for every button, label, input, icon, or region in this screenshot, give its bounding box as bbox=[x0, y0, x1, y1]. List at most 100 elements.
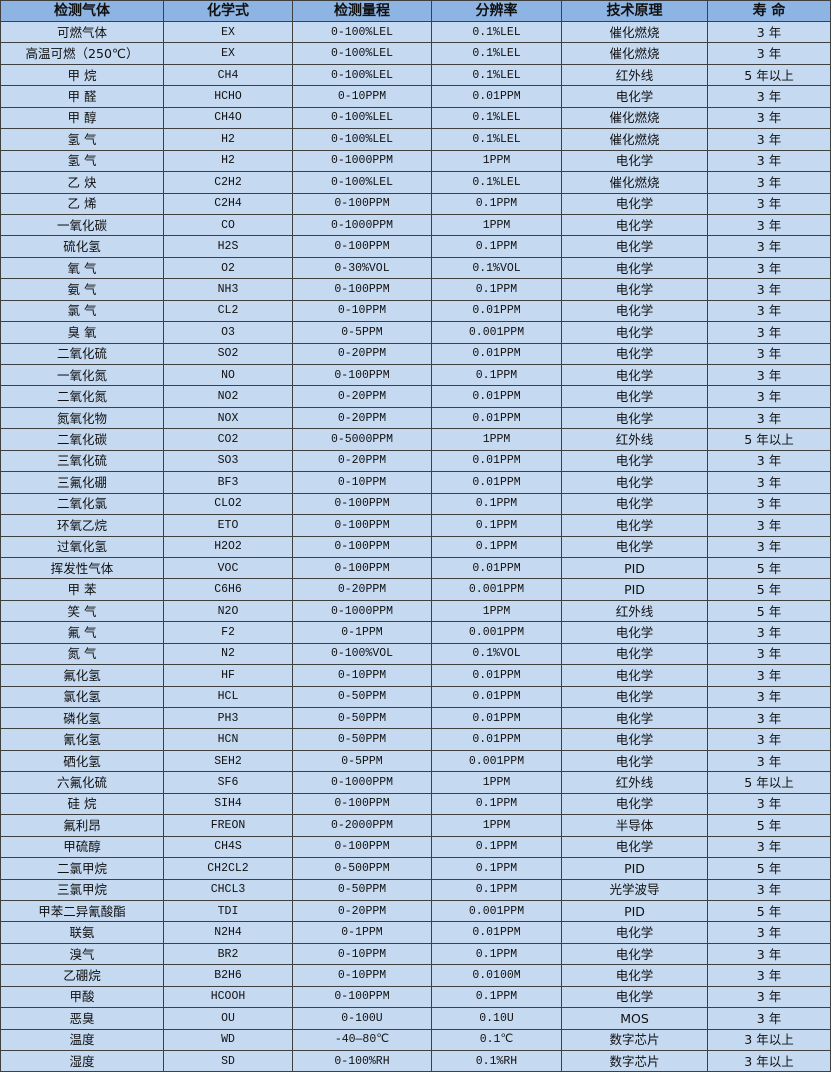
cell-resolution: 0.01PPM bbox=[431, 406, 562, 430]
table-row: 乙 炔 C2H2 0-100%LEL 0.1%LEL 催化燃烧 3 年 bbox=[0, 171, 831, 194]
cell-principle: 电化学 bbox=[561, 642, 708, 666]
header-principle: 技术原理 bbox=[561, 0, 708, 22]
cell-range: 0-20PPM bbox=[292, 385, 432, 408]
cell-formula: OU bbox=[163, 1007, 293, 1030]
cell-principle: 电化学 bbox=[561, 535, 708, 558]
cell-resolution: 0.01PPM bbox=[431, 299, 562, 323]
cell-resolution: 0.001PPM bbox=[431, 749, 562, 773]
cell-gas: 甲 烷 bbox=[0, 63, 164, 87]
table-row: 氮氧化物 NOX 0-20PPM 0.01PPM 电化学 3 年 bbox=[0, 406, 831, 430]
cell-principle: 红外线 bbox=[561, 428, 708, 451]
cell-formula: EX bbox=[163, 20, 293, 44]
cell-lifespan: 3 年 bbox=[707, 42, 831, 65]
cell-range: 0-100U bbox=[292, 1007, 432, 1030]
cell-lifespan: 3 年 bbox=[707, 535, 831, 558]
cell-formula: SO3 bbox=[163, 449, 293, 473]
cell-gas: 环氧乙烷 bbox=[0, 514, 164, 537]
cell-formula: SD bbox=[163, 1049, 293, 1073]
cell-range: 0-500PPM bbox=[292, 857, 432, 880]
cell-formula: CO2 bbox=[163, 428, 293, 451]
table-row: 氢 气 H2 0-1000PPM 1PPM 电化学 3 年 bbox=[0, 149, 831, 173]
table-row: 氟化氢 HF 0-10PPM 0.01PPM 电化学 3 年 bbox=[0, 664, 831, 687]
cell-formula: BR2 bbox=[163, 942, 293, 966]
cell-resolution: 0.01PPM bbox=[431, 685, 562, 709]
table-row: 氟 气 F2 0-1PPM 0.001PPM 电化学 3 年 bbox=[0, 621, 831, 644]
cell-lifespan: 3 年 bbox=[707, 621, 831, 644]
cell-formula: WD bbox=[163, 1028, 293, 1052]
cell-formula: SIH4 bbox=[163, 792, 293, 816]
cell-lifespan: 3 年 bbox=[707, 385, 831, 408]
cell-principle: 红外线 bbox=[561, 771, 708, 794]
cell-range: 0-20PPM bbox=[292, 449, 432, 473]
cell-lifespan: 5 年以上 bbox=[707, 63, 831, 87]
cell-gas: 三氯甲烷 bbox=[0, 878, 164, 901]
cell-range: 0-100PPM bbox=[292, 363, 432, 387]
table-row: 一氧化氮 NO 0-100PPM 0.1PPM 电化学 3 年 bbox=[0, 363, 831, 387]
cell-range: 0-100PPM bbox=[292, 514, 432, 537]
cell-formula: CO bbox=[163, 213, 293, 237]
cell-gas: 甲酸 bbox=[0, 985, 164, 1009]
cell-resolution: 0.1PPM bbox=[431, 363, 562, 387]
cell-principle: 电化学 bbox=[561, 213, 708, 237]
cell-resolution: 0.1%LEL bbox=[431, 20, 562, 44]
cell-lifespan: 3 年 bbox=[707, 256, 831, 280]
cell-lifespan: 5 年以上 bbox=[707, 771, 831, 794]
cell-range: 0-20PPM bbox=[292, 406, 432, 430]
cell-principle: PID bbox=[561, 899, 708, 923]
table-row: 氰化氢 HCN 0-50PPM 0.01PPM 电化学 3 年 bbox=[0, 728, 831, 751]
table-row: 三氯甲烷 CHCL3 0-50PPM 0.1PPM 光学波导 3 年 bbox=[0, 878, 831, 901]
cell-gas: 笑 气 bbox=[0, 599, 164, 623]
cell-lifespan: 3 年 bbox=[707, 363, 831, 387]
cell-resolution: 0.01PPM bbox=[431, 449, 562, 473]
cell-gas: 三氧化硫 bbox=[0, 449, 164, 473]
cell-formula: HCHO bbox=[163, 85, 293, 108]
cell-resolution: 0.1%LEL bbox=[431, 128, 562, 151]
cell-formula: NOX bbox=[163, 406, 293, 430]
cell-formula: N2 bbox=[163, 642, 293, 666]
cell-range: 0-50PPM bbox=[292, 685, 432, 709]
table-row: 可燃气体 EX 0-100%LEL 0.1%LEL 催化燃烧 3 年 bbox=[0, 20, 831, 44]
cell-principle: 电化学 bbox=[561, 492, 708, 516]
cell-formula: CL2 bbox=[163, 299, 293, 323]
cell-resolution: 0.0100M bbox=[431, 964, 562, 987]
cell-resolution: 0.1%LEL bbox=[431, 106, 562, 130]
table-row: 高温可燃（250℃） EX 0-100%LEL 0.1%LEL 催化燃烧 3 年 bbox=[0, 42, 831, 65]
cell-resolution: 0.1℃ bbox=[431, 1028, 562, 1052]
cell-resolution: 0.001PPM bbox=[431, 621, 562, 644]
cell-range: 0-100%LEL bbox=[292, 106, 432, 130]
cell-formula: CLO2 bbox=[163, 492, 293, 516]
cell-principle: 数字芯片 bbox=[561, 1049, 708, 1073]
cell-formula: HCL bbox=[163, 685, 293, 709]
cell-lifespan: 3 年 bbox=[707, 213, 831, 237]
cell-formula: H2O2 bbox=[163, 535, 293, 558]
table-row: 二氧化硫 SO2 0-20PPM 0.01PPM 电化学 3 年 bbox=[0, 342, 831, 366]
cell-range: 0-20PPM bbox=[292, 899, 432, 923]
table-row: 二氧化碳 CO2 0-5000PPM 1PPM 红外线 5 年以上 bbox=[0, 428, 831, 451]
cell-range: 0-10PPM bbox=[292, 942, 432, 966]
cell-range: 0-50PPM bbox=[292, 706, 432, 730]
cell-gas: 一氧化碳 bbox=[0, 213, 164, 237]
cell-range: 0-100PPM bbox=[292, 535, 432, 558]
cell-lifespan: 3 年 bbox=[707, 878, 831, 901]
cell-formula: F2 bbox=[163, 621, 293, 644]
cell-range: 0-100PPM bbox=[292, 492, 432, 516]
cell-principle: 电化学 bbox=[561, 985, 708, 1009]
cell-gas: 氯化氢 bbox=[0, 685, 164, 709]
cell-gas: 甲 醛 bbox=[0, 85, 164, 108]
cell-principle: 电化学 bbox=[561, 321, 708, 344]
cell-formula: EX bbox=[163, 42, 293, 65]
table-row: 湿度 SD 0-100%RH 0.1%RH 数字芯片 3 年以上 bbox=[0, 1049, 831, 1073]
cell-range: 0-1PPM bbox=[292, 921, 432, 944]
cell-principle: 电化学 bbox=[561, 299, 708, 323]
table-row: 磷化氢 PH3 0-50PPM 0.01PPM 电化学 3 年 bbox=[0, 706, 831, 730]
cell-range: 0-50PPM bbox=[292, 878, 432, 901]
table-row: 硒化氢 SEH2 0-5PPM 0.001PPM 电化学 3 年 bbox=[0, 749, 831, 773]
cell-gas: 联氨 bbox=[0, 921, 164, 944]
cell-gas: 氟化氢 bbox=[0, 664, 164, 687]
cell-resolution: 0.1PPM bbox=[431, 942, 562, 966]
cell-gas: 硒化氢 bbox=[0, 749, 164, 773]
cell-range: 0-100PPM bbox=[292, 835, 432, 859]
cell-range: 0-5PPM bbox=[292, 749, 432, 773]
cell-lifespan: 3 年 bbox=[707, 642, 831, 666]
cell-resolution: 1PPM bbox=[431, 771, 562, 794]
